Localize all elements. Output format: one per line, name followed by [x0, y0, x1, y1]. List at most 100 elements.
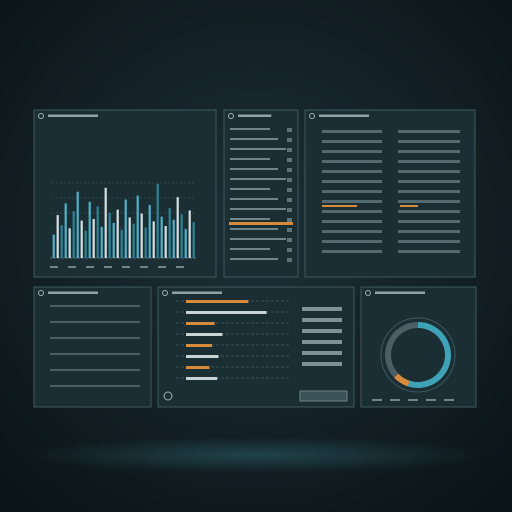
text-placeholder	[322, 190, 382, 193]
text-placeholder	[230, 158, 270, 160]
bar	[92, 219, 95, 258]
bar	[56, 215, 59, 258]
bar	[132, 223, 135, 258]
text-placeholder	[50, 321, 140, 323]
charts	[50, 182, 456, 393]
text-placeholder	[86, 266, 94, 268]
text-placeholder	[398, 240, 460, 243]
bar	[136, 195, 139, 258]
text-placeholder	[230, 188, 270, 190]
text-placeholder	[302, 329, 342, 333]
hbar	[186, 300, 249, 303]
text-placeholder	[140, 266, 148, 268]
text-placeholder	[322, 150, 382, 153]
text-placeholder	[230, 138, 278, 140]
text-placeholder	[230, 178, 286, 180]
text-placeholder	[398, 160, 460, 163]
bar	[164, 226, 167, 258]
bar	[76, 191, 79, 258]
text-placeholder	[230, 248, 270, 250]
panel-icon	[38, 290, 44, 296]
text-placeholder	[50, 369, 140, 371]
donut-segment	[385, 322, 419, 378]
text-placeholder	[230, 258, 278, 260]
bar	[120, 229, 123, 258]
panel-icon	[365, 290, 371, 296]
bar	[148, 204, 151, 258]
bar	[88, 201, 91, 258]
text-placeholder	[398, 230, 460, 233]
bar	[108, 212, 111, 258]
text-placeholder	[398, 150, 460, 153]
panel-icon	[38, 113, 44, 119]
ring-outline	[380, 317, 456, 393]
bar	[96, 206, 99, 258]
bar	[156, 183, 159, 258]
text-placeholder	[287, 258, 292, 262]
text-placeholder	[398, 190, 460, 193]
donut-segment	[407, 322, 451, 388]
panel-header-text	[172, 291, 222, 294]
panel-header-text	[238, 114, 272, 117]
panel	[304, 109, 476, 278]
panel-header-text	[48, 114, 98, 117]
text-placeholder	[287, 218, 292, 222]
text-placeholder	[230, 238, 286, 240]
text-placeholder	[322, 210, 382, 213]
text-placeholder	[322, 160, 382, 163]
text-placeholder	[230, 198, 278, 200]
panel	[223, 109, 299, 278]
text-placeholder	[322, 130, 382, 133]
text-placeholder	[50, 385, 140, 387]
bar	[144, 227, 147, 258]
text-placeholder	[287, 138, 292, 142]
text-placeholder	[322, 240, 382, 243]
bar	[104, 187, 107, 258]
text-placeholder	[322, 180, 382, 183]
hbar	[186, 355, 219, 358]
text-placeholder	[230, 168, 278, 170]
bar	[100, 226, 103, 258]
hbar	[186, 366, 210, 369]
bar	[116, 209, 119, 258]
bar	[112, 222, 115, 258]
bar	[124, 199, 127, 258]
text-placeholder	[287, 188, 292, 192]
text-placeholder	[287, 128, 292, 132]
text-placeholder	[230, 228, 278, 230]
text-placeholder	[322, 170, 382, 173]
panel-icon	[228, 113, 234, 119]
text-placeholder	[230, 208, 286, 210]
text-placeholder	[287, 178, 292, 182]
text-placeholder	[50, 305, 140, 307]
hbar	[186, 333, 223, 336]
panel-header-text	[375, 291, 425, 294]
text-placeholder	[322, 250, 382, 253]
text-placeholder	[426, 399, 436, 401]
text-placeholder	[287, 198, 292, 202]
bar	[68, 228, 71, 258]
text-placeholder	[287, 158, 292, 162]
bar	[72, 211, 75, 258]
text-placeholder	[398, 200, 460, 203]
text-placeholder	[302, 318, 342, 322]
text-placeholder	[230, 148, 286, 150]
text-placeholder	[176, 266, 184, 268]
text-placeholder	[287, 228, 292, 232]
panel-icon	[162, 290, 168, 296]
bar	[152, 221, 155, 258]
bar	[184, 229, 187, 258]
panel-icon	[309, 113, 315, 119]
text-placeholder	[322, 205, 357, 207]
bar	[60, 225, 63, 258]
text-placeholder	[400, 205, 418, 207]
panel	[360, 286, 477, 408]
text-placeholder	[398, 220, 460, 223]
text-placeholder	[322, 200, 382, 203]
bar	[180, 214, 183, 258]
text-placeholder	[398, 170, 460, 173]
bar	[84, 230, 87, 258]
text-placeholder	[390, 399, 400, 401]
text-placeholder	[302, 307, 342, 311]
